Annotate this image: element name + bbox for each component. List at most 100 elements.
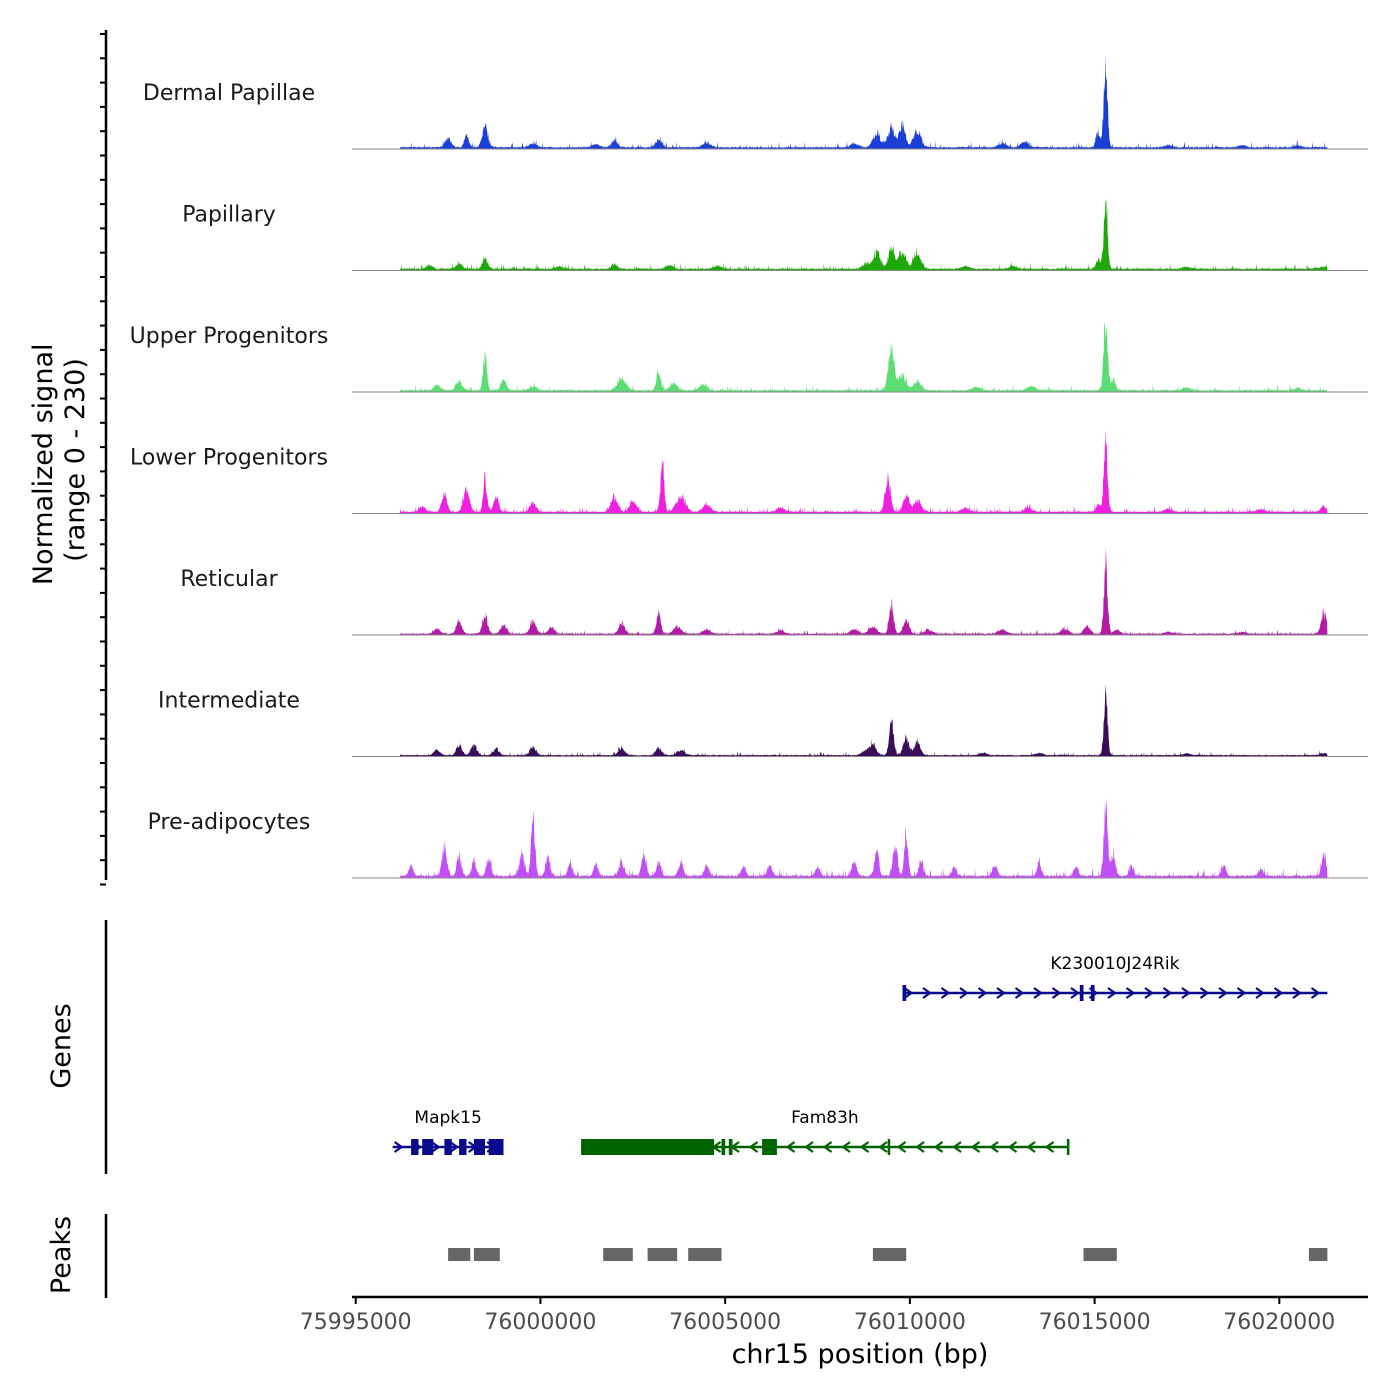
peak-region xyxy=(1083,1248,1117,1261)
gene-fam83h: Fam83h xyxy=(581,1108,1070,1155)
strand-arrow xyxy=(989,1141,999,1153)
strand-arrow xyxy=(896,1141,907,1153)
gene-exon xyxy=(762,1139,777,1155)
strand-arrow xyxy=(970,1141,981,1153)
strand-arrow xyxy=(804,1141,814,1153)
x-tick-label: 76015000 xyxy=(1039,1310,1151,1335)
strand-arrow xyxy=(785,1141,796,1153)
strand-arrow xyxy=(1199,987,1210,999)
strand-arrow xyxy=(915,1141,925,1153)
gene-label: Fam83h xyxy=(791,1108,859,1128)
strand-arrow xyxy=(859,1141,870,1153)
x-tick-label: 75995000 xyxy=(300,1310,412,1335)
signal-area xyxy=(400,198,1328,270)
signal-tracks: Dermal Papillae Papillary Upper Progenitor… xyxy=(130,54,1368,879)
strand-arrow xyxy=(1026,1141,1036,1153)
track-label: Pre-adipocytes xyxy=(148,810,311,835)
genes-section-label: Genes xyxy=(46,1003,77,1088)
strand-arrow xyxy=(1273,987,1284,999)
track-label: Upper Progenitors xyxy=(130,324,329,349)
gene-k230010j24rik: K230010J24Rik xyxy=(902,954,1328,1001)
genes-track: K230010J24Rik Mapk15 Fam83h xyxy=(392,954,1328,1155)
peak-region xyxy=(603,1248,633,1261)
signal-area xyxy=(400,684,1328,756)
gene-mapk15: Mapk15 xyxy=(392,1108,504,1155)
gene-exon xyxy=(422,1139,434,1155)
strand-arrow xyxy=(822,1141,833,1153)
gene-exon xyxy=(902,985,907,1001)
strand-arrow xyxy=(952,1141,962,1153)
strand-arrow xyxy=(977,987,988,999)
gene-exon xyxy=(728,1139,733,1155)
signal-area xyxy=(400,547,1328,635)
strand-arrow xyxy=(394,1141,404,1153)
strand-arrow xyxy=(1255,987,1265,999)
track-papillary: Papillary xyxy=(182,198,1368,271)
track-dermal-papillae: Dermal Papillae xyxy=(143,54,1368,150)
gene-exon xyxy=(721,1139,726,1155)
peaks-section-label: Peaks xyxy=(46,1216,77,1294)
track-label: Reticular xyxy=(180,567,278,592)
strand-arrow xyxy=(1014,987,1025,999)
strand-arrow xyxy=(431,1141,441,1153)
strand-arrow xyxy=(940,987,951,999)
gene-exon xyxy=(473,1139,485,1155)
y-axis-title-line-2: (range 0 - 230) xyxy=(60,358,91,562)
gene-exon xyxy=(887,1139,891,1155)
strand-arrow xyxy=(1125,987,1136,999)
strand-arrow xyxy=(1107,987,1117,999)
x-tick-label: 76000000 xyxy=(484,1310,596,1335)
track-label: Dermal Papillae xyxy=(143,81,315,106)
strand-arrow xyxy=(1007,1141,1018,1153)
strand-arrow xyxy=(1218,987,1228,999)
track-upper-progenitors: Upper Progenitors xyxy=(130,322,1368,393)
strand-arrow xyxy=(1292,987,1302,999)
gene-exon xyxy=(1090,985,1095,1001)
x-tick-label: 76020000 xyxy=(1223,1310,1335,1335)
strand-arrow xyxy=(903,987,914,999)
strand-arrow xyxy=(1144,987,1154,999)
peak-region xyxy=(448,1248,471,1261)
track-label: Lower Progenitors xyxy=(130,446,328,471)
gene-exon xyxy=(488,1139,504,1155)
strand-arrow xyxy=(1181,987,1191,999)
strand-arrow xyxy=(748,1141,759,1153)
track-reticular: Reticular xyxy=(180,547,1368,636)
y-axis-title-line-1: Normalized signal xyxy=(28,344,59,586)
strand-arrow xyxy=(1310,987,1321,999)
strand-arrow xyxy=(933,1141,944,1153)
track-label: Papillary xyxy=(182,203,276,228)
gene-exon xyxy=(444,1139,452,1155)
strand-arrow xyxy=(1044,1141,1055,1153)
strand-arrow xyxy=(449,1141,460,1153)
signal-area xyxy=(400,54,1328,149)
gene-label: Mapk15 xyxy=(414,1108,481,1128)
peak-region xyxy=(647,1248,678,1261)
signal-area xyxy=(400,322,1328,392)
left-axes xyxy=(100,30,108,1298)
x-axis: 75995000 76000000 76005000 76010000 76015000… xyxy=(300,1295,1368,1335)
strand-arrow xyxy=(878,1141,888,1153)
signal-area xyxy=(400,428,1328,513)
gene-exon xyxy=(1066,1139,1070,1155)
peak-region xyxy=(872,1248,907,1261)
track-lower-progenitors: Lower Progenitors xyxy=(130,428,1368,514)
y-axis-title: Normalized signal (range 0 - 230) xyxy=(28,335,91,585)
x-tick-label: 76005000 xyxy=(669,1310,781,1335)
strand-arrow xyxy=(1033,987,1043,999)
track-pre-adipocytes: Pre-adipocytes xyxy=(148,797,1368,879)
strand-arrow xyxy=(1070,987,1080,999)
strand-arrow xyxy=(959,987,969,999)
gene-exon xyxy=(411,1139,419,1155)
track-intermediate: Intermediate xyxy=(158,684,1368,757)
peak-region xyxy=(1308,1248,1328,1261)
strand-arrow xyxy=(922,987,932,999)
peaks-track xyxy=(448,1248,1328,1261)
track-label: Intermediate xyxy=(158,689,300,714)
strand-arrow xyxy=(1051,987,1062,999)
gene-exon xyxy=(459,1139,467,1155)
gene-label: K230010J24Rik xyxy=(1050,954,1179,974)
peak-region xyxy=(473,1248,500,1261)
strand-arrow xyxy=(1162,987,1173,999)
